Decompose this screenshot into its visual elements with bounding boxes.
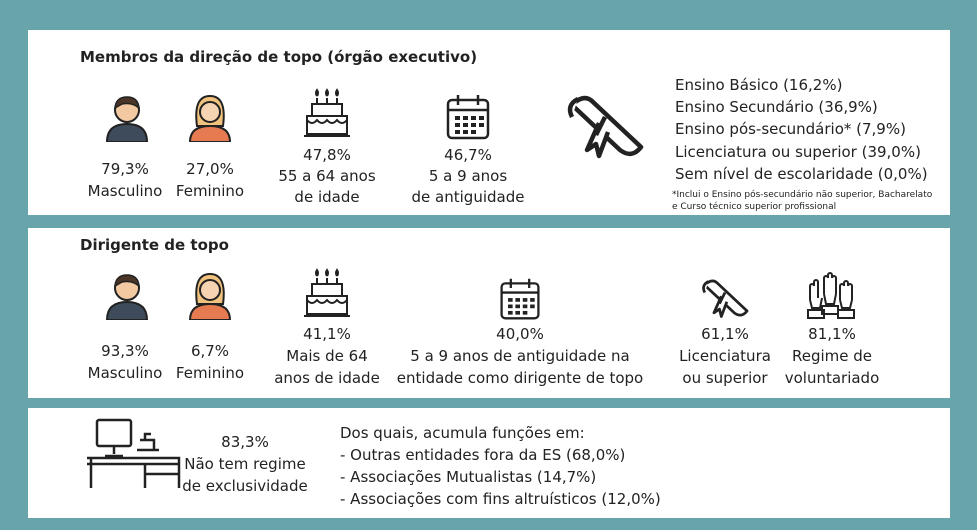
icon-male [102, 92, 152, 142]
stat-label: 5 a 9 anos de antiguidade na [410, 347, 630, 365]
panel-exclusivity [28, 408, 950, 518]
stat-label: Masculino [87, 364, 163, 382]
icon-diploma [560, 90, 650, 165]
stat-value: 40,0% [496, 325, 544, 343]
stat-value: 61,1% [701, 325, 749, 343]
stat-value: 93,3% [101, 342, 149, 360]
stat-label: Licenciatura [679, 347, 771, 365]
panel-director [28, 228, 950, 398]
stat-label: Regime de [791, 347, 873, 365]
stat-value: 83,3% [221, 433, 269, 451]
stat-value: 81,1% [808, 325, 856, 343]
icon-cake [302, 88, 352, 138]
stat-label: voluntariado [784, 369, 880, 387]
icon-calendar [497, 276, 543, 322]
stat-value: 79,3% [101, 160, 149, 178]
list-item: - Associações com fins altruísticos (12,… [340, 490, 661, 508]
stat-value: 27,0% [186, 160, 234, 178]
icon-cake [302, 268, 352, 318]
stat-label: entidade como dirigente de topo [396, 369, 644, 387]
icon-male [102, 270, 152, 320]
icon-desk [87, 418, 181, 488]
stat-label: de antiguidade [411, 188, 525, 206]
section-title: Membros da direção de topo (órgão execut… [80, 48, 478, 66]
education-item: Sem nível de escolaridade (0,0%) [675, 165, 928, 183]
education-item: Ensino pós-secundário* (7,9%) [675, 120, 906, 138]
stat-value: 6,7% [190, 342, 230, 360]
footnote: e Curso técnico superior profissional [672, 202, 837, 212]
icon-female [185, 270, 235, 320]
stat-value: 41,1% [303, 325, 351, 343]
education-item: Ensino Básico (16,2%) [675, 76, 843, 94]
stat-value: 46,7% [444, 146, 492, 164]
stat-label: 5 a 9 anos [428, 167, 508, 185]
icon-hands [806, 270, 856, 320]
footnote: *Inclui o Ensino pós-secundário não supe… [672, 190, 933, 200]
stat-label: de exclusividade [182, 477, 308, 495]
stat-label: 55 a 64 anos [278, 167, 376, 185]
icon-diploma [697, 276, 753, 322]
list-item: - Associações Mutualistas (14,7%) [340, 468, 597, 486]
stat-label: Masculino [87, 182, 163, 200]
section-title: Dirigente de topo [80, 236, 229, 254]
list-item: - Outras entidades fora da ES (68,0%) [340, 446, 626, 464]
education-item: Ensino Secundário (36,9%) [675, 98, 878, 116]
stat-label: ou superior [682, 369, 768, 387]
stat-label: Feminino [175, 182, 245, 200]
stat-label: anos de idade [274, 369, 380, 387]
stat-label: Não tem regime [184, 455, 306, 473]
education-item: Licenciatura ou superior (39,0%) [675, 143, 921, 161]
stat-value: 47,8% [303, 146, 351, 164]
icon-female [185, 92, 235, 142]
stat-label: de idade [294, 188, 360, 206]
list-heading: Dos quais, acumula funções em: [340, 424, 585, 442]
icon-calendar [443, 92, 493, 142]
stat-label: Mais de 64 [286, 347, 368, 365]
stat-label: Feminino [175, 364, 245, 382]
